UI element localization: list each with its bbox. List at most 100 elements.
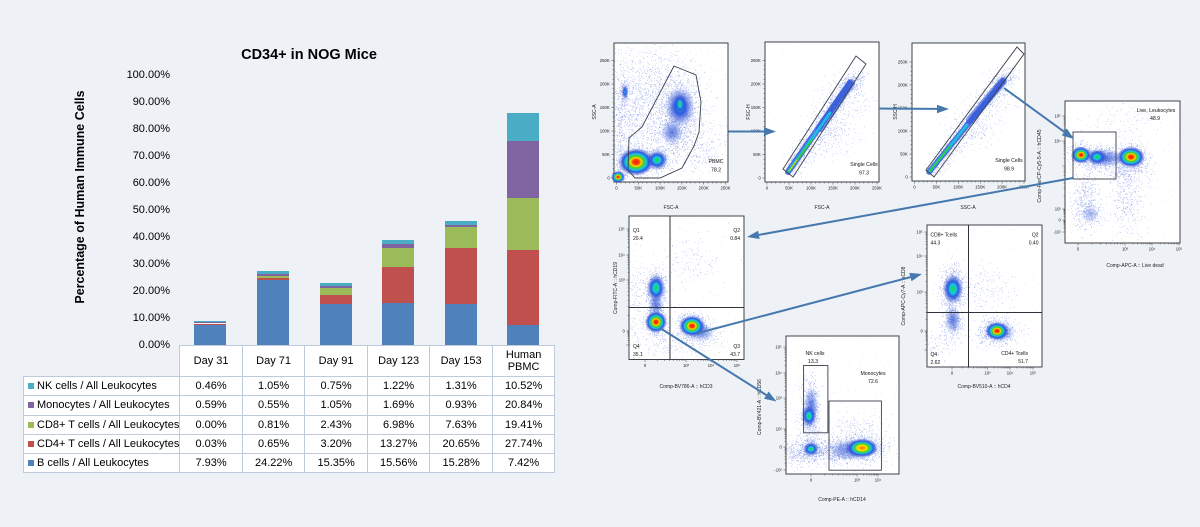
svg-text:10³: 10³: [917, 290, 924, 295]
svg-text:10³: 10³: [984, 371, 991, 376]
svg-text:-10²: -10²: [774, 468, 782, 473]
svg-text:100K: 100K: [898, 129, 908, 134]
svg-text:0: 0: [1058, 218, 1061, 223]
svg-text:200K: 200K: [600, 82, 610, 87]
svg-text:200K: 200K: [751, 82, 761, 87]
svg-text:0: 0: [607, 176, 610, 181]
svg-text:0: 0: [779, 445, 782, 450]
svg-text:Q3: Q3: [733, 344, 740, 350]
svg-text:10²: 10²: [1055, 207, 1062, 212]
svg-text:Monocytes: Monocytes: [860, 371, 885, 377]
svg-text:SSC-A: SSC-A: [592, 104, 598, 120]
svg-text:0.40: 0.40: [1029, 241, 1039, 247]
svg-text:250K: 250K: [872, 186, 882, 191]
svg-text:35.1: 35.1: [633, 352, 643, 358]
svg-text:10⁵: 10⁵: [1030, 371, 1037, 376]
svg-text:FSC-A: FSC-A: [664, 205, 680, 211]
svg-text:50K: 50K: [900, 152, 908, 157]
svg-text:Q2: Q2: [733, 228, 740, 234]
svg-text:0: 0: [920, 329, 923, 334]
svg-text:Q2: Q2: [1032, 233, 1039, 239]
svg-text:Comp-BV421-A :: hCD56: Comp-BV421-A :: hCD56: [757, 379, 763, 435]
svg-text:10⁵: 10⁵: [618, 227, 625, 232]
svg-text:20.4: 20.4: [633, 236, 643, 242]
svg-text:43.7: 43.7: [730, 352, 740, 358]
svg-text:200K: 200K: [699, 186, 709, 191]
svg-text:78.2: 78.2: [711, 168, 721, 174]
svg-text:Comp-BV510-A :: hCD4: Comp-BV510-A :: hCD4: [957, 384, 1010, 390]
svg-text:Single Cells: Single Cells: [850, 162, 878, 168]
svg-text:10⁴: 10⁴: [875, 478, 882, 483]
svg-text:50K: 50K: [785, 186, 793, 191]
svg-text:150K: 150K: [975, 185, 985, 190]
svg-text:Comp-APC-Cy7-A :: hCD8: Comp-APC-Cy7-A :: hCD8: [901, 266, 907, 325]
svg-text:44.3: 44.3: [931, 241, 941, 247]
svg-text:10⁴: 10⁴: [618, 253, 625, 258]
svg-text:FSC-H: FSC-H: [746, 104, 752, 120]
svg-text:13.3: 13.3: [808, 359, 818, 365]
svg-text:200K: 200K: [898, 83, 908, 88]
svg-text:2.62: 2.62: [931, 360, 941, 366]
svg-text:250K: 250K: [600, 58, 610, 63]
svg-text:Q4: Q4: [931, 352, 938, 358]
svg-text:50K: 50K: [602, 152, 610, 157]
svg-text:Comp-APC-A :: Live dead: Comp-APC-A :: Live dead: [1106, 263, 1163, 269]
svg-text:0: 0: [951, 371, 954, 376]
svg-text:Live, Leukocytes: Live, Leukocytes: [1137, 108, 1176, 114]
svg-text:10³: 10³: [854, 478, 861, 483]
svg-text:10⁴: 10⁴: [916, 254, 923, 259]
svg-text:CD8+ Tcells: CD8+ Tcells: [931, 233, 958, 239]
svg-text:0: 0: [644, 363, 647, 368]
svg-text:0: 0: [913, 185, 916, 190]
svg-text:SSC-H: SSC-H: [893, 104, 899, 120]
svg-text:10⁵: 10⁵: [734, 363, 741, 368]
svg-text:150K: 150K: [677, 186, 687, 191]
svg-text:72.6: 72.6: [868, 379, 878, 385]
svg-text:250K: 250K: [898, 60, 908, 65]
svg-text:50K: 50K: [753, 152, 761, 157]
svg-text:100K: 100K: [953, 185, 963, 190]
svg-text:0: 0: [622, 329, 625, 334]
svg-text:10⁵: 10⁵: [916, 230, 923, 235]
svg-text:200K: 200K: [997, 185, 1007, 190]
svg-text:250K: 250K: [751, 58, 761, 63]
svg-text:97.3: 97.3: [859, 171, 869, 177]
svg-text:Comp-PerCP-Cy5-5-A :: hCD45: Comp-PerCP-Cy5-5-A :: hCD45: [1037, 129, 1043, 202]
svg-text:Q1: Q1: [633, 228, 640, 234]
svg-text:NK cells: NK cells: [805, 351, 824, 357]
svg-text:10⁴: 10⁴: [1149, 247, 1156, 252]
svg-text:Comp-PE-A :: hCD14: Comp-PE-A :: hCD14: [818, 497, 866, 503]
svg-text:10⁵: 10⁵: [1054, 114, 1061, 119]
svg-text:100K: 100K: [655, 186, 665, 191]
svg-text:10⁴: 10⁴: [708, 363, 715, 368]
svg-text:0: 0: [766, 186, 769, 191]
svg-text:0: 0: [810, 478, 813, 483]
svg-text:50K: 50K: [634, 186, 642, 191]
svg-text:-10²: -10²: [1053, 230, 1061, 235]
svg-text:Single Cells: Single Cells: [995, 158, 1023, 164]
svg-text:10⁵: 10⁵: [1176, 247, 1183, 252]
svg-text:10³: 10³: [1122, 247, 1129, 252]
svg-text:SSC-A: SSC-A: [960, 205, 976, 211]
svg-text:10³: 10³: [619, 278, 626, 283]
svg-text:48.9: 48.9: [1150, 116, 1160, 122]
svg-text:PBMC: PBMC: [709, 159, 724, 165]
svg-text:250K: 250K: [720, 186, 730, 191]
svg-text:50K: 50K: [933, 185, 941, 190]
svg-text:10³: 10³: [776, 396, 783, 401]
svg-text:0: 0: [615, 186, 618, 191]
svg-text:51.7: 51.7: [1018, 359, 1028, 365]
svg-text:0: 0: [758, 176, 761, 181]
svg-text:100K: 100K: [600, 129, 610, 134]
svg-text:150K: 150K: [751, 105, 761, 110]
svg-text:10⁴: 10⁴: [1007, 371, 1014, 376]
svg-text:0: 0: [1077, 247, 1080, 252]
svg-text:10²: 10²: [776, 427, 783, 432]
svg-text:Comp-BV786-A :: hCD3: Comp-BV786-A :: hCD3: [659, 384, 712, 390]
svg-text:150K: 150K: [600, 105, 610, 110]
svg-text:10⁵: 10⁵: [775, 345, 782, 350]
svg-text:Comp-FITC-A :: hCD19: Comp-FITC-A :: hCD19: [613, 262, 619, 314]
svg-text:Q4: Q4: [633, 344, 640, 350]
svg-text:CD4+ Tcells: CD4+ Tcells: [1001, 351, 1028, 357]
svg-text:0.84: 0.84: [730, 236, 740, 242]
